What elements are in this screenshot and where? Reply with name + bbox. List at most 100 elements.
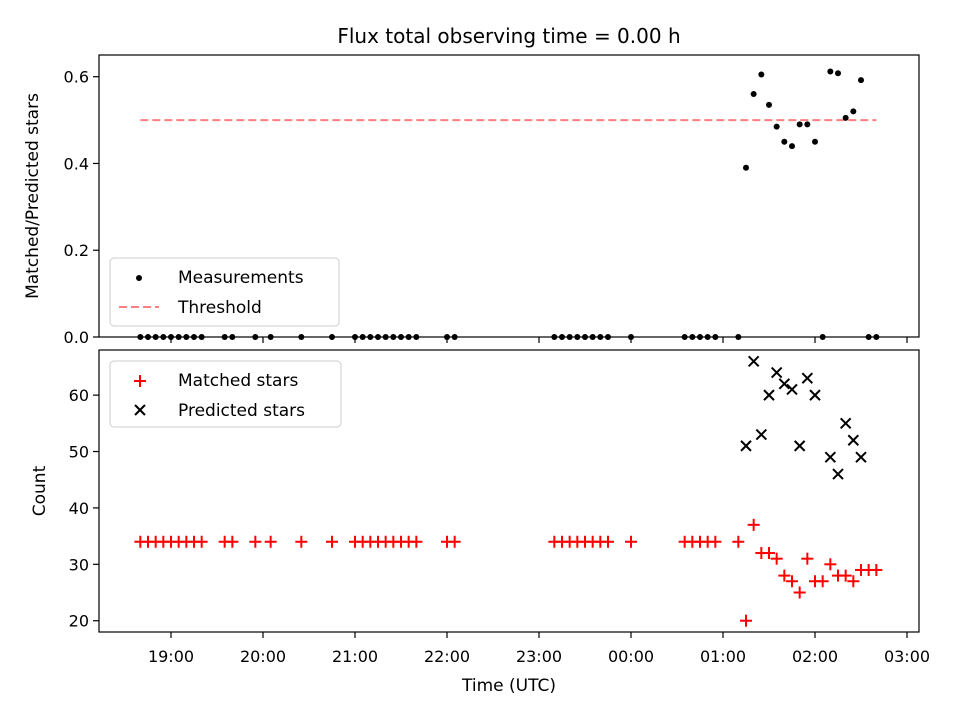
matched-point <box>709 535 722 548</box>
matched-point <box>824 558 837 571</box>
measurement-point <box>743 164 749 171</box>
measurement-point <box>382 334 389 340</box>
measurement-point <box>735 334 742 340</box>
bottom-y-tick-label: 60 <box>69 386 89 405</box>
top-y-tick-label: 0.2 <box>64 241 89 260</box>
legend-threshold-label: Threshold <box>177 298 262 318</box>
matched-point <box>195 535 208 548</box>
measurement-point <box>367 334 374 340</box>
measurement-point <box>398 334 404 340</box>
measurement-point <box>712 334 719 340</box>
matched-point <box>326 535 338 548</box>
top-y-tick-label: 0.6 <box>64 68 89 87</box>
x-tick-label: 03:00 <box>884 647 930 666</box>
matched-point <box>847 575 860 588</box>
measurement-point <box>750 91 757 98</box>
legend-matched-marker <box>134 375 146 387</box>
measurement-point <box>298 334 305 340</box>
measurement-point <box>812 138 818 145</box>
measurement-point <box>597 334 604 340</box>
predicted-point <box>740 440 752 452</box>
measurement-point <box>168 334 174 340</box>
measurement-point <box>198 334 205 340</box>
measurement-point <box>551 334 558 340</box>
measurement-point <box>681 334 688 340</box>
bottom-y-tick-label: 30 <box>69 555 89 574</box>
x-tick-label: 01:00 <box>700 647 746 666</box>
predicted-point <box>809 389 821 401</box>
predicted-point <box>770 366 783 379</box>
measurement-point <box>589 334 596 340</box>
measurement-point <box>152 334 159 340</box>
measurement-point <box>405 334 412 340</box>
matched-point <box>770 552 783 565</box>
measurement-point <box>697 334 703 340</box>
top-legend: Measurements Threshold <box>109 257 340 327</box>
top-plot-area <box>98 54 920 338</box>
top-y-tick-label: 0.4 <box>64 154 89 173</box>
measurement-point <box>758 71 765 78</box>
measurement-point <box>842 114 849 121</box>
bottom-y-axis-label: Count <box>30 465 50 516</box>
x-tick-label: 21:00 <box>332 647 378 666</box>
measurement-point <box>267 334 274 340</box>
measurement-point <box>773 123 780 130</box>
measurement-point <box>827 68 834 75</box>
x-tick-label: 00:00 <box>608 647 654 666</box>
measurement-point <box>137 334 144 340</box>
measurement-point <box>689 334 696 340</box>
measurement-point <box>444 334 450 340</box>
chart-title: Flux total observing time = 0.00 h <box>337 24 680 48</box>
measurement-point <box>252 334 259 340</box>
predicted-point <box>847 434 860 446</box>
predicted-point <box>839 417 852 430</box>
top-y-ticks: 0.0 0.2 0.4 0.6 <box>64 68 99 347</box>
bottom-y-ticks: 20 30 40 50 60 <box>69 386 99 631</box>
top-y-axis-label: Matched/Predicted stars <box>23 93 43 299</box>
legend-matched-label: Matched stars <box>178 371 298 391</box>
measurement-point <box>359 334 366 340</box>
measurement-point <box>628 334 634 340</box>
matched-point <box>816 575 829 588</box>
predicted-point <box>793 440 806 452</box>
top-y-tick-label: 0.0 <box>64 328 89 347</box>
matched-point <box>740 614 752 627</box>
measurement-point <box>819 334 826 340</box>
measurement-point <box>865 334 872 340</box>
measurement-point <box>160 334 167 340</box>
measurement-point <box>329 334 335 340</box>
bottom-legend: Matched stars Predicted stars <box>109 360 342 428</box>
measurement-point <box>781 138 788 145</box>
bottom-marks <box>134 355 883 627</box>
predicted-point <box>832 468 844 480</box>
bottom-plot-area <box>98 349 920 633</box>
legend-predicted-label: Predicted stars <box>178 401 305 421</box>
matched-point <box>249 535 262 548</box>
bottom-y-tick-label: 20 <box>69 612 89 631</box>
matched-point <box>625 535 637 548</box>
predicted-point <box>747 355 760 367</box>
matched-point <box>448 535 461 548</box>
predicted-point <box>801 372 814 384</box>
predicted-point <box>755 428 768 441</box>
predicted-point <box>763 389 775 401</box>
matched-point <box>839 569 852 582</box>
matched-point <box>763 547 775 560</box>
predicted-point <box>786 383 798 396</box>
top-x-ticks <box>170 337 908 343</box>
matched-point <box>602 535 614 548</box>
measurement-point <box>582 334 588 340</box>
predicted-point <box>855 451 867 463</box>
matched-point <box>786 575 798 588</box>
measurement-point <box>145 334 151 340</box>
measurement-point <box>451 334 458 340</box>
matched-point <box>870 563 883 576</box>
measurement-point <box>175 334 182 340</box>
legend-measurements-marker <box>136 275 142 281</box>
matched-point <box>793 586 806 599</box>
measurement-point <box>413 334 420 340</box>
measurement-point <box>559 334 565 340</box>
bottom-x-ticks: 19:00 20:00 21:00 22:00 23:00 00:00 01:00 02:00… <box>148 632 930 666</box>
bottom-y-tick-label: 50 <box>69 443 89 462</box>
